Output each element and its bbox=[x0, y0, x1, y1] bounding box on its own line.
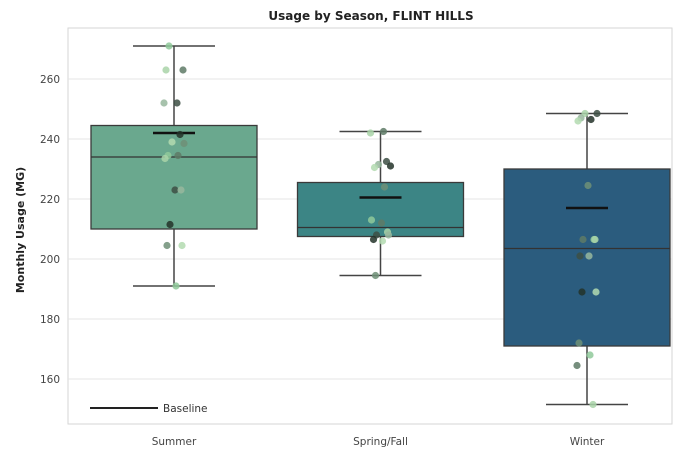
point-winter-9 bbox=[576, 252, 584, 260]
chart-title: Usage by Season, FLINT HILLS bbox=[268, 9, 473, 23]
y-tick-label-200: 200 bbox=[40, 254, 60, 266]
legend-baseline-label: Baseline bbox=[163, 403, 208, 415]
x-axis-ticks: Summer Spring/Fall Winter bbox=[152, 436, 605, 448]
box-summer bbox=[90, 45, 258, 287]
point-winter-5 bbox=[584, 181, 592, 190]
point-summer-10 bbox=[161, 154, 169, 163]
point-summer-13 bbox=[166, 220, 174, 229]
y-tick-label-220: 220 bbox=[40, 194, 60, 206]
point-winter-1 bbox=[593, 109, 601, 118]
point-spring-fall-5 bbox=[370, 163, 379, 172]
point-winter-4 bbox=[574, 117, 582, 125]
point-winter-14 bbox=[586, 351, 594, 359]
point-summer-15 bbox=[163, 241, 171, 250]
box-winter bbox=[503, 112, 671, 406]
point-spring-fall-4 bbox=[386, 162, 395, 170]
point-summer-9 bbox=[174, 151, 182, 160]
point-winter-13 bbox=[575, 339, 583, 347]
point-winter-10 bbox=[585, 252, 593, 260]
point-winter-3 bbox=[587, 115, 595, 124]
point-summer-7 bbox=[180, 139, 188, 148]
point-spring-fall-12 bbox=[369, 235, 378, 244]
point-winter-8 bbox=[591, 235, 599, 244]
y-tick-label-240: 240 bbox=[40, 134, 60, 146]
box-spring-fall bbox=[296, 130, 465, 277]
point-winter-15 bbox=[573, 361, 581, 370]
y-tick-label-260: 260 bbox=[40, 74, 60, 86]
point-summer-16 bbox=[172, 282, 180, 290]
point-winter-11 bbox=[578, 288, 586, 296]
point-winter-12 bbox=[592, 288, 600, 296]
point-spring-fall-8 bbox=[377, 219, 386, 227]
point-spring-fall-11 bbox=[384, 231, 393, 239]
point-spring-fall-0 bbox=[379, 127, 388, 136]
point-summer-3 bbox=[173, 99, 181, 107]
point-winter-16 bbox=[589, 400, 597, 409]
y-axis-label: Monthly Usage (MG) bbox=[14, 167, 27, 293]
x-tick-label-spring-fall: Spring/Fall bbox=[353, 436, 408, 448]
point-summer-1 bbox=[179, 66, 187, 74]
point-summer-5 bbox=[176, 130, 184, 139]
point-summer-14 bbox=[178, 241, 186, 250]
point-winter-7 bbox=[579, 235, 587, 244]
y-tick-label-160: 160 bbox=[40, 374, 60, 386]
legend: Baseline bbox=[90, 403, 208, 415]
y-axis-ticks: 160 180 200 220 240 260 bbox=[40, 74, 60, 386]
x-tick-label-summer: Summer bbox=[152, 436, 197, 448]
point-spring-fall-13 bbox=[378, 237, 387, 245]
point-summer-0 bbox=[165, 42, 173, 50]
point-spring-fall-6 bbox=[380, 183, 389, 191]
point-summer-4 bbox=[160, 99, 168, 107]
iqr-box bbox=[296, 181, 465, 238]
point-summer-12 bbox=[177, 186, 185, 194]
point-summer-6 bbox=[168, 138, 176, 146]
y-tick-label-180: 180 bbox=[40, 314, 60, 326]
point-spring-fall-14 bbox=[371, 271, 380, 280]
x-tick-label-winter: Winter bbox=[570, 436, 605, 448]
point-summer-2 bbox=[162, 66, 170, 74]
point-summer-11 bbox=[171, 186, 179, 194]
point-spring-fall-1 bbox=[366, 129, 375, 137]
data-points bbox=[160, 42, 601, 409]
plot-area-frame bbox=[67, 27, 673, 425]
point-spring-fall-7 bbox=[367, 216, 376, 224]
